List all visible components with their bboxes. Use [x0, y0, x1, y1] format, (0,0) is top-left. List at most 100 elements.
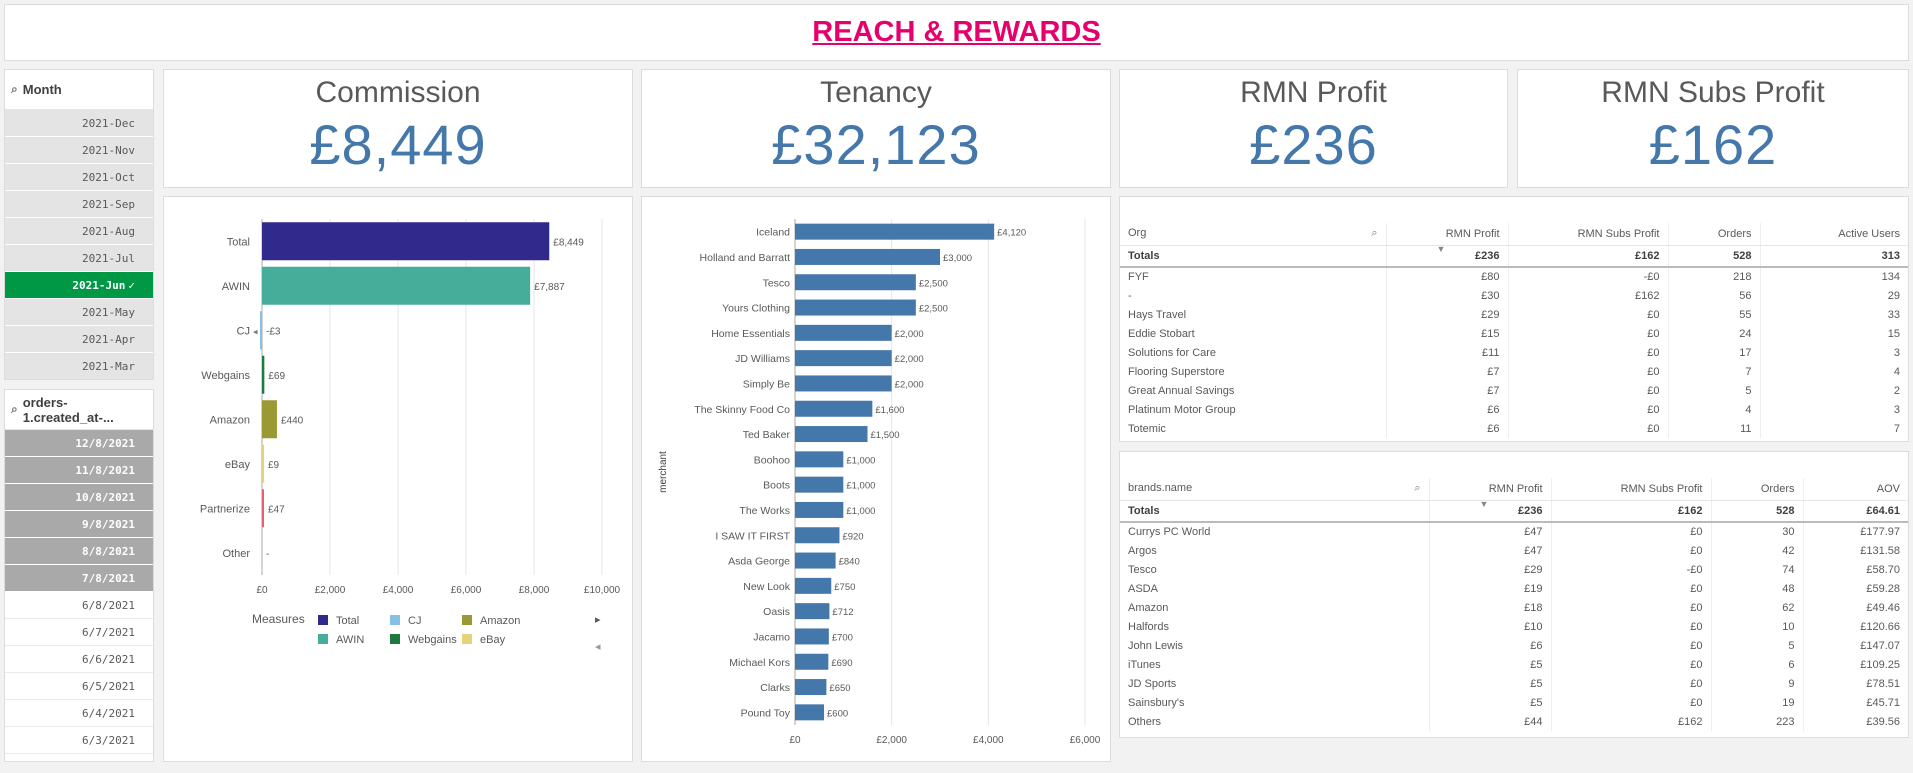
month-filter-item[interactable]: 2021-Dec [5, 110, 153, 137]
legend-item-label[interactable]: AWIN [336, 634, 364, 646]
merchant-bar-chart[interactable]: £0 £2,000 £4,000 £6,000 merchant Iceland £4,12… [642, 197, 1110, 761]
org-table-row[interactable]: FYF £80 -£0 218 134 [1120, 267, 1908, 286]
org-table-col-header[interactable]: Orders [1667, 223, 1760, 246]
month-filter-item[interactable]: 2021-Sep [5, 191, 153, 218]
bar[interactable] [795, 679, 827, 696]
bar[interactable] [262, 222, 550, 261]
brands-table-row[interactable]: Halfords £10 £0 10 £120.66 [1120, 617, 1908, 636]
bar[interactable] [795, 577, 832, 594]
date-filter-item[interactable]: 6/8/2021 [5, 592, 153, 619]
brands-table-row[interactable]: Others £44 £162 223 £39.56 [1120, 712, 1908, 731]
brands-table-col-header[interactable]: Orders [1710, 478, 1803, 501]
date-filter-item[interactable]: 9/8/2021 [5, 511, 153, 538]
month-filter-item[interactable]: 2021-Aug [5, 218, 153, 245]
bar[interactable] [795, 628, 829, 645]
bar[interactable] [795, 451, 844, 468]
bar[interactable] [262, 355, 265, 394]
month-filter-item[interactable]: 2021-Mar [5, 353, 153, 379]
bar[interactable] [795, 476, 844, 493]
brands-table-col-header[interactable]: AOV [1802, 478, 1908, 501]
date-filter-item[interactable]: 6/6/2021 [5, 646, 153, 673]
bar[interactable] [260, 311, 262, 350]
month-filter-item[interactable]: 2021-Nov [5, 137, 153, 164]
org-table-col-header[interactable]: Org ⌕ [1120, 223, 1386, 246]
org-table-row[interactable]: Hays Travel £29 £0 55 33 [1120, 305, 1908, 324]
legend-item-label[interactable]: Amazon [480, 615, 520, 627]
date-filter-item[interactable]: 10/8/2021 [5, 484, 153, 511]
bar[interactable] [262, 489, 264, 528]
date-filter-header[interactable]: ⌕ orders-1.created_at-... [5, 390, 153, 430]
search-icon[interactable]: ⌕ [11, 402, 18, 416]
brands-table-row[interactable]: iTunes £5 £0 6 £109.25 [1120, 655, 1908, 674]
brands-table-row[interactable]: Argos £47 £0 42 £131.58 [1120, 541, 1908, 560]
commission-bar-chart[interactable]: £0 £2,000 £4,000 £6,000 £8,000 £10,000 Total £8… [164, 197, 632, 761]
month-filter-item[interactable]: 2021-Oct [5, 164, 153, 191]
search-icon[interactable]: ⌕ [1414, 482, 1421, 495]
brands-table-col-header[interactable]: brands.name ⌕ [1120, 478, 1429, 501]
brands-table-row[interactable]: Currys PC World £47 £0 30 £177.97 [1120, 522, 1908, 541]
date-filter-item[interactable]: 6/7/2021 [5, 619, 153, 646]
brands-table-row[interactable]: Tesco £29 -£0 74 £58.70 [1120, 560, 1908, 579]
date-filter-item[interactable]: 12/8/2021 [5, 430, 153, 457]
bar[interactable] [795, 375, 892, 392]
bar[interactable] [795, 704, 824, 721]
brands-table-row[interactable]: John Lewis £6 £0 5 £147.07 [1120, 636, 1908, 655]
bar[interactable] [262, 400, 277, 439]
bar[interactable] [795, 350, 892, 367]
brands-table-col-header[interactable]: RMN Subs Profit [1550, 478, 1711, 501]
bar[interactable] [795, 299, 916, 316]
org-table-row[interactable]: Solutions for Care £11 £0 17 3 [1120, 343, 1908, 362]
org-table-row[interactable]: Totemic £6 £0 11 7 [1120, 419, 1908, 438]
org-table-row[interactable]: - £30 £162 56 29 [1120, 286, 1908, 305]
date-filter-item[interactable]: 6/5/2021 [5, 673, 153, 700]
brands-table-row[interactable]: Sainsbury's £5 £0 19 £45.71 [1120, 693, 1908, 712]
org-table-row[interactable]: Platinum Motor Group £6 £0 4 3 [1120, 400, 1908, 419]
bar[interactable] [795, 426, 868, 443]
month-filter[interactable]: ⌕ Month 2021-Dec 2021-Nov 2021-Oct 2021-Sep… [4, 69, 154, 380]
sort-desc-icon[interactable]: ▼ [1479, 498, 1489, 509]
sort-desc-icon[interactable]: ▼ [1436, 243, 1446, 254]
search-icon[interactable]: ⌕ [11, 82, 18, 96]
date-filter-item[interactable]: 6/4/2021 [5, 700, 153, 727]
legend-item-label[interactable]: eBay [480, 634, 506, 646]
brands-table-col-header[interactable]: RMN Profit [1428, 478, 1551, 501]
org-table-col-header[interactable]: Active Users [1759, 223, 1908, 246]
month-filter-item[interactable]: 2021-Apr [5, 326, 153, 353]
bar[interactable] [795, 527, 840, 544]
date-filter-item[interactable]: 6/3/2021 [5, 727, 153, 754]
month-filter-item[interactable]: 2021-Jun ✓ [5, 272, 153, 299]
bar[interactable] [262, 444, 264, 483]
legend-next-icon[interactable]: ▸ [595, 614, 601, 626]
bar[interactable] [262, 266, 531, 305]
month-filter-item[interactable]: 2021-May [5, 299, 153, 326]
date-filter-item[interactable]: 7/8/2021 [5, 565, 153, 592]
org-table-col-header[interactable]: RMN Subs Profit [1507, 223, 1668, 246]
cell: 30 [1710, 522, 1803, 541]
brands-table-row[interactable]: Amazon £18 £0 62 £49.46 [1120, 598, 1908, 617]
bar[interactable] [795, 248, 940, 265]
bar[interactable] [795, 653, 829, 670]
brands-table-row[interactable]: ASDA £19 £0 48 £59.28 [1120, 579, 1908, 598]
month-filter-header[interactable]: ⌕ Month [5, 70, 153, 110]
bar[interactable] [795, 324, 892, 341]
legend-item-label[interactable]: Webgains [408, 634, 457, 646]
legend-prev-icon[interactable]: ◂ [595, 641, 601, 653]
bar[interactable] [795, 501, 844, 518]
bar[interactable] [795, 274, 916, 291]
bar[interactable] [795, 400, 873, 417]
search-icon[interactable]: ⌕ [1371, 227, 1378, 240]
org-table-row[interactable]: Great Annual Savings £7 £0 5 2 [1120, 381, 1908, 400]
legend-item-label[interactable]: Total [336, 615, 359, 627]
month-filter-item[interactable]: 2021-Jul [5, 245, 153, 272]
bar[interactable] [795, 552, 836, 569]
date-filter-item[interactable]: 11/8/2021 [5, 457, 153, 484]
org-table-row[interactable]: Flooring Superstore £7 £0 7 4 [1120, 362, 1908, 381]
org-table-col-header[interactable]: RMN Profit [1385, 223, 1508, 246]
date-filter[interactable]: ⌕ orders-1.created_at-... 12/8/2021 11/8/… [4, 389, 154, 762]
legend-item-label[interactable]: CJ [408, 615, 421, 627]
brands-table-row[interactable]: JD Sports £5 £0 9 £78.51 [1120, 674, 1908, 693]
org-table-row[interactable]: Eddie Stobart £15 £0 24 15 [1120, 324, 1908, 343]
bar[interactable] [795, 223, 995, 240]
date-filter-item[interactable]: 8/8/2021 [5, 538, 153, 565]
bar[interactable] [795, 603, 830, 620]
